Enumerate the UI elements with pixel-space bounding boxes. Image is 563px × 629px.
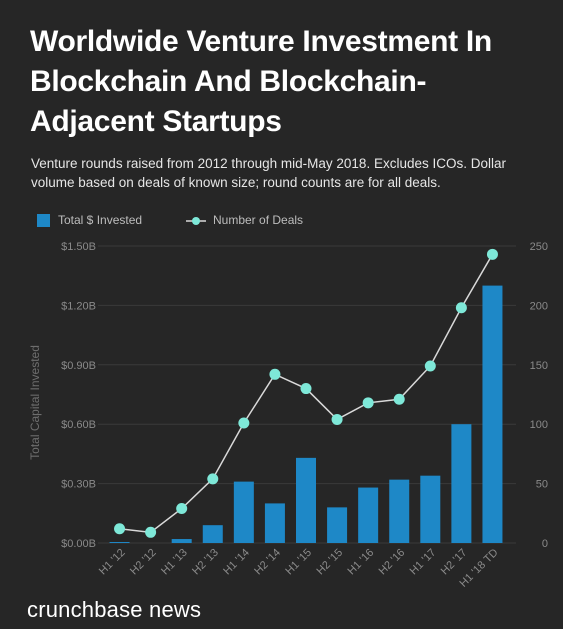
y-tick-label-right: 250	[530, 241, 548, 253]
deal-point	[331, 413, 343, 425]
deal-point	[455, 302, 467, 314]
y-tick-label-left: $0.60B	[61, 419, 96, 431]
x-tick-label: H1 '12	[97, 547, 128, 578]
y-tick-label-right: 0	[542, 538, 548, 550]
deal-point	[207, 473, 219, 485]
bar	[202, 525, 223, 543]
y-tick-label-left: $0.00B	[61, 538, 96, 550]
brand-logo-text: crunchbase news	[27, 597, 202, 622]
bar	[327, 507, 348, 543]
y-tick-label-left: $1.50B	[61, 241, 96, 253]
legend-line-label: Number of Deals	[213, 213, 304, 227]
deal-point	[238, 417, 250, 429]
x-tick-label: H2 '16	[377, 547, 408, 578]
deal-point	[300, 383, 312, 395]
deal-point	[145, 526, 157, 538]
x-tick-label: H2 '14	[252, 547, 283, 578]
y-tick-label-right: 50	[536, 479, 548, 491]
y-tick-label-right: 100	[530, 419, 548, 431]
bar	[264, 503, 285, 543]
x-tick-label: H2 '12	[128, 547, 159, 578]
chart-plot: $0.00B $0.30B $0.60B $0.90B $1.20B $1.50B 0 50 1…	[28, 241, 548, 590]
bar	[358, 487, 379, 543]
x-tick-label: H2 '13	[190, 547, 221, 578]
x-tick-label: H2 '15	[314, 547, 345, 578]
bar	[233, 481, 254, 543]
deal-point	[176, 503, 188, 515]
x-tick-label: H1 '17	[408, 547, 439, 578]
y-tick-label-right: 150	[530, 360, 548, 372]
bar	[171, 539, 192, 543]
x-tick-label: H1 '14	[221, 547, 252, 578]
y-tick-label-right: 200	[530, 300, 548, 312]
legend-bar-swatch	[37, 214, 50, 227]
bar	[296, 457, 316, 543]
deal-point	[269, 368, 281, 380]
chart-title: Worldwide Venture Investment In Blockcha…	[30, 25, 492, 138]
y-axis-label: Total Capital Invested	[28, 345, 42, 460]
y-tick-label-left: $0.90B	[61, 360, 96, 372]
bar	[389, 479, 410, 543]
bar	[482, 285, 503, 543]
y-tick-label-left: $1.20B	[61, 300, 96, 312]
x-tick-label: H1 '13	[159, 547, 190, 578]
deal-point	[486, 248, 498, 260]
legend-bar-label: Total $ Invested	[58, 213, 143, 227]
legend-line-icon	[186, 217, 206, 225]
deal-point	[393, 393, 405, 405]
chart-subtitle: Venture rounds raised from 2012 through …	[31, 156, 506, 190]
y-tick-label-left: $0.30B	[61, 479, 96, 491]
deal-point	[114, 523, 126, 535]
bar	[109, 542, 130, 543]
x-tick-label: H1 '16	[346, 547, 377, 578]
deal-point	[362, 397, 374, 409]
bar	[420, 475, 441, 543]
x-tick-label: H1 '15	[283, 547, 314, 578]
bar	[451, 424, 472, 543]
deal-point	[424, 360, 436, 372]
